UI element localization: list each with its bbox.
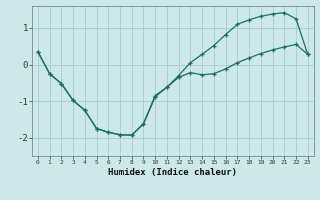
X-axis label: Humidex (Indice chaleur): Humidex (Indice chaleur) <box>108 168 237 177</box>
